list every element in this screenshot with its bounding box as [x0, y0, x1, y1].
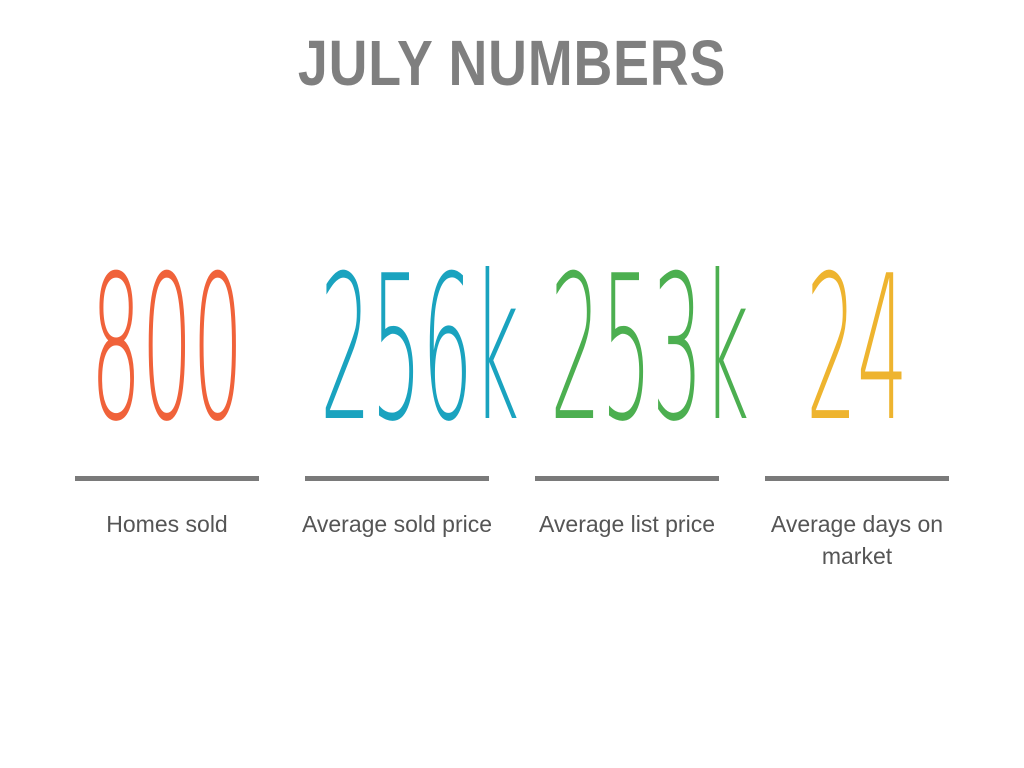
stat-label: Homes sold — [106, 511, 228, 537]
divider — [75, 476, 259, 481]
stat-label: Average sold price — [301, 511, 493, 537]
divider — [305, 476, 489, 481]
stat-label: Average list price — [539, 511, 715, 537]
stat-value: 24 — [806, 233, 908, 466]
stat-value: 256k — [320, 233, 520, 466]
divider — [765, 476, 949, 481]
stat-label: Average days on market — [770, 511, 944, 569]
stat-value: 253k — [550, 233, 750, 466]
slide-title: JULY NUMBERS — [297, 27, 727, 99]
stat-value: 800 — [90, 233, 244, 466]
divider — [535, 476, 719, 481]
